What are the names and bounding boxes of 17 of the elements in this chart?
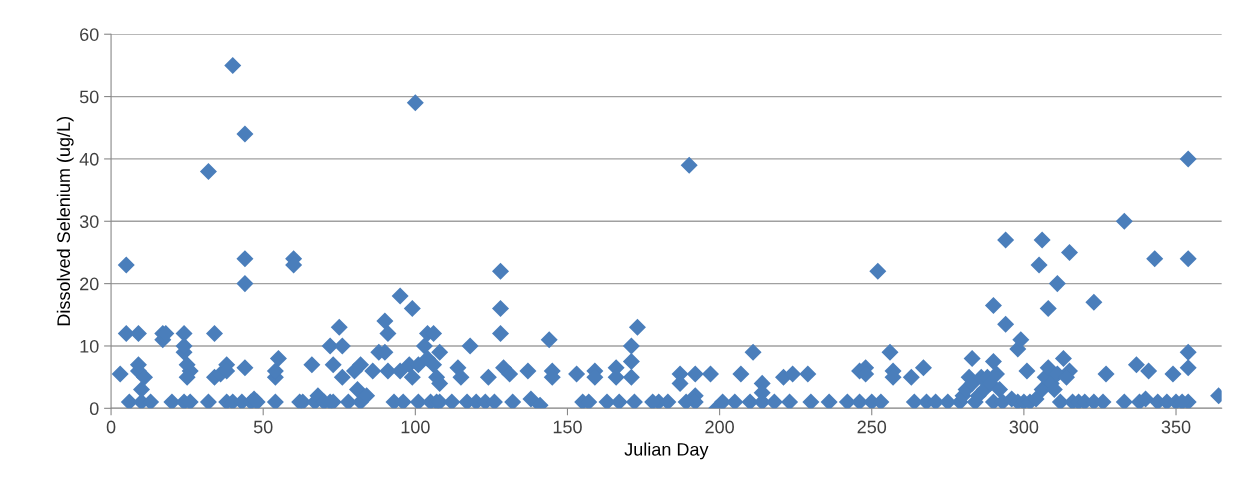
x-tick-label: 150: [553, 420, 582, 434]
x-tick-label: 250: [857, 420, 887, 434]
x-tick-label: 350: [1161, 420, 1191, 434]
y-tick-label: 20: [80, 277, 99, 291]
x-tick-label: 50: [253, 420, 273, 434]
x-tick-label: 0: [106, 420, 116, 434]
y-tick-label: 10: [80, 339, 99, 353]
x-axis-title: Julian Day: [624, 442, 709, 460]
x-tick-label: 200: [705, 420, 734, 434]
y-tick-label: 60: [80, 28, 99, 41]
y-tick-label: 0: [89, 402, 99, 416]
y-tick-label: 30: [79, 215, 99, 228]
y-tick-label: 40: [79, 152, 99, 166]
x-tick-label: 100: [401, 420, 430, 434]
y-axis-title: Dissolved Selenium (ug/L): [56, 117, 74, 326]
y-tick-label: 50: [79, 90, 99, 104]
x-tick-label: 300: [1009, 420, 1039, 434]
